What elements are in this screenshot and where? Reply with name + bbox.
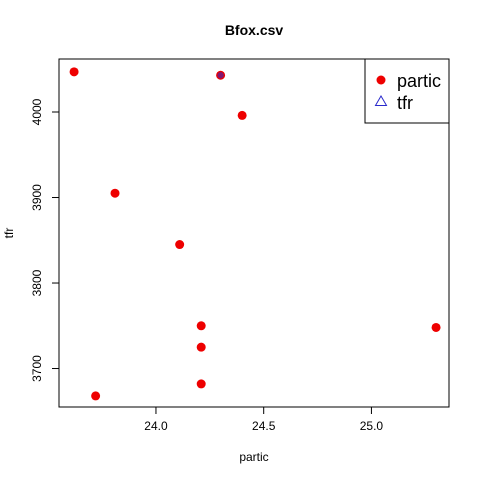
x-tick-label: 25.0 (360, 419, 384, 433)
y-axis-label: tfr (2, 228, 16, 239)
point-partic (110, 188, 120, 198)
plot-frame (58, 58, 450, 408)
data-points (69, 67, 441, 401)
point-partic (196, 321, 206, 331)
chart-title: Bfox.csv (225, 22, 284, 38)
x-tick-label: 24.5 (252, 419, 276, 433)
point-partic (196, 342, 206, 352)
legend-box (364, 58, 450, 124)
x-tick-label: 24.0 (144, 419, 168, 433)
y-tick-label: 3900 (30, 184, 44, 211)
point-partic (237, 110, 247, 120)
point-partic (69, 67, 79, 77)
legend-label-tfr: tfr (397, 93, 413, 113)
y-tick-label: 4000 (30, 98, 44, 125)
legend: partic tfr (364, 58, 450, 124)
y-tick-label: 3700 (30, 355, 44, 382)
x-axis: 24.0 24.5 25.0 (144, 407, 383, 433)
point-tfr (217, 72, 224, 79)
legend-marker-partic (376, 75, 386, 85)
y-tick-label: 3800 (30, 269, 44, 296)
legend-label-partic: partic (397, 71, 441, 91)
point-partic (196, 379, 206, 389)
point-partic (175, 240, 185, 250)
x-axis-label: partic (239, 450, 268, 464)
point-partic (431, 322, 441, 332)
legend-marker-tfr (374, 95, 388, 106)
y-axis: 3700 3800 3900 4000 (30, 98, 59, 382)
point-partic (91, 391, 101, 401)
